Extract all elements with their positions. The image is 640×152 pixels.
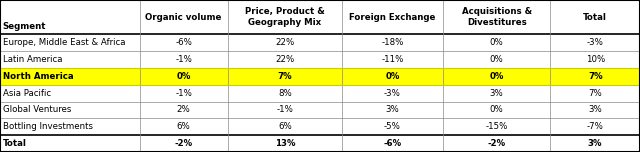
- Text: Total: Total: [3, 139, 26, 148]
- Text: 22%: 22%: [275, 55, 294, 64]
- Bar: [0, 0, 640, 34]
- Bar: [0, 68, 640, 85]
- Bar: [0, 34, 640, 51]
- Text: -1%: -1%: [276, 105, 293, 114]
- Text: Bottling Investments: Bottling Investments: [3, 122, 93, 131]
- Bar: [0, 118, 640, 135]
- Text: -6%: -6%: [383, 139, 401, 148]
- Text: 6%: 6%: [177, 122, 191, 131]
- Text: 2%: 2%: [177, 105, 191, 114]
- Text: 3%: 3%: [588, 139, 602, 148]
- Text: -2%: -2%: [175, 139, 193, 148]
- Text: -11%: -11%: [381, 55, 403, 64]
- Text: -18%: -18%: [381, 38, 403, 47]
- Text: 7%: 7%: [588, 89, 602, 98]
- Text: -2%: -2%: [488, 139, 506, 148]
- Bar: [0, 85, 640, 102]
- Text: -15%: -15%: [486, 122, 508, 131]
- Text: -7%: -7%: [587, 122, 604, 131]
- Text: -3%: -3%: [384, 89, 401, 98]
- Text: 0%: 0%: [385, 72, 399, 81]
- Text: Price, Product &
Geography Mix: Price, Product & Geography Mix: [245, 7, 324, 27]
- Bar: [0, 102, 640, 118]
- Text: 0%: 0%: [177, 72, 191, 81]
- Text: Latin America: Latin America: [3, 55, 62, 64]
- Text: 8%: 8%: [278, 89, 292, 98]
- Text: 13%: 13%: [275, 139, 295, 148]
- Text: 3%: 3%: [385, 105, 399, 114]
- Text: Segment: Segment: [3, 22, 46, 31]
- Bar: [0, 51, 640, 68]
- Text: -1%: -1%: [175, 55, 192, 64]
- Text: Organic volume: Organic volume: [145, 13, 222, 22]
- Text: Foreign Exchange: Foreign Exchange: [349, 13, 435, 22]
- Text: -1%: -1%: [175, 89, 192, 98]
- Text: 7%: 7%: [588, 72, 602, 81]
- Text: 3%: 3%: [588, 105, 602, 114]
- Text: 22%: 22%: [275, 38, 294, 47]
- Text: North America: North America: [3, 72, 73, 81]
- Text: Total: Total: [583, 13, 607, 22]
- Text: 6%: 6%: [278, 122, 292, 131]
- Text: 0%: 0%: [490, 38, 504, 47]
- Text: 10%: 10%: [586, 55, 605, 64]
- Text: 0%: 0%: [490, 55, 504, 64]
- Text: -6%: -6%: [175, 38, 192, 47]
- Text: -3%: -3%: [587, 38, 604, 47]
- Text: -5%: -5%: [384, 122, 401, 131]
- Text: Global Ventures: Global Ventures: [3, 105, 71, 114]
- Text: Asia Pacific: Asia Pacific: [3, 89, 51, 98]
- Text: Acquisitions &
Divestitures: Acquisitions & Divestitures: [461, 7, 532, 27]
- Text: 3%: 3%: [490, 89, 504, 98]
- Text: 0%: 0%: [490, 72, 504, 81]
- Text: Europe, Middle East & Africa: Europe, Middle East & Africa: [3, 38, 125, 47]
- Text: 0%: 0%: [490, 105, 504, 114]
- Bar: [0, 135, 640, 152]
- Text: 7%: 7%: [278, 72, 292, 81]
